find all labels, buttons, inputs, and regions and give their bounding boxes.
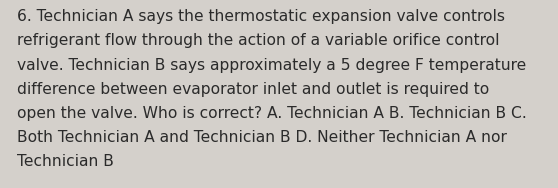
Text: refrigerant flow through the action of a variable orifice control: refrigerant flow through the action of a… [17,33,499,49]
Text: 6. Technician A says the thermostatic expansion valve controls: 6. Technician A says the thermostatic ex… [17,9,505,24]
Text: Both Technician A and Technician B D. Neither Technician A nor: Both Technician A and Technician B D. Ne… [17,130,507,145]
Text: open the valve. Who is correct? A. Technician A B. Technician B C.: open the valve. Who is correct? A. Techn… [17,106,527,121]
Text: valve. Technician B says approximately a 5 degree F temperature: valve. Technician B says approximately a… [17,58,526,73]
Text: difference between evaporator inlet and outlet is required to: difference between evaporator inlet and … [17,82,489,97]
Text: Technician B: Technician B [17,154,114,169]
